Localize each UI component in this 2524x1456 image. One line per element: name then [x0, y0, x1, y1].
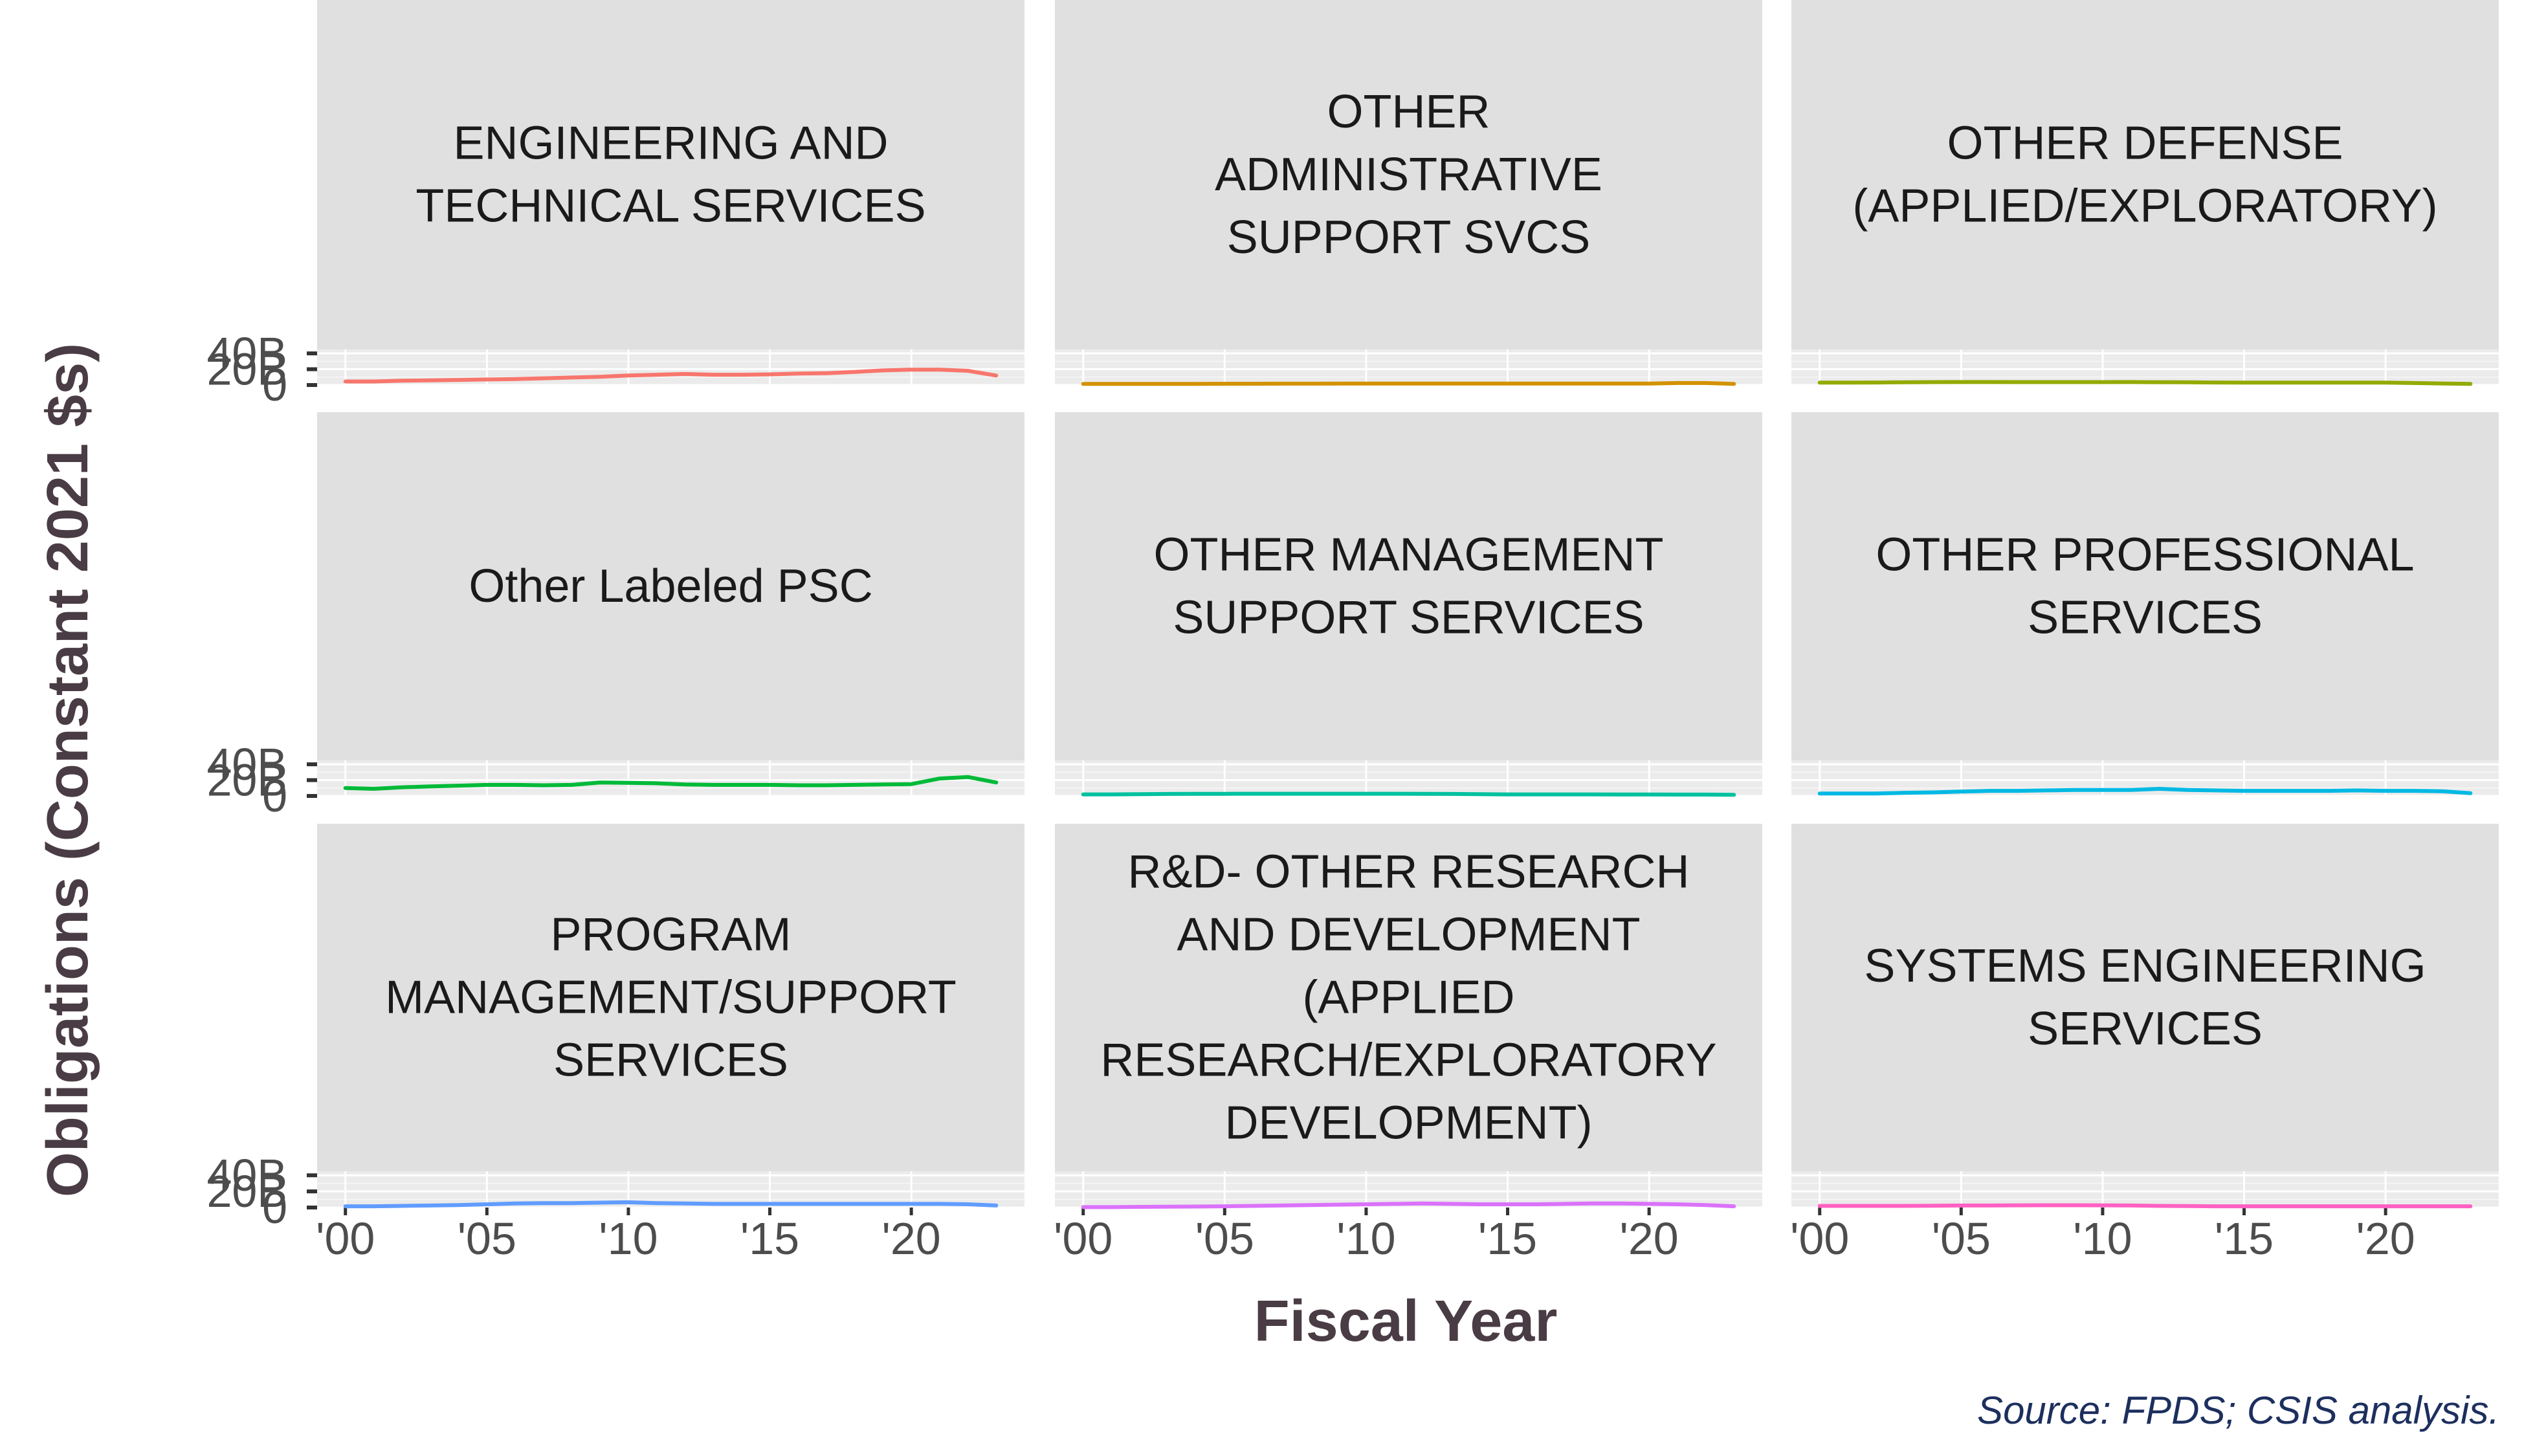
strip-title-line: SYSTEMS ENGINEERING [1864, 940, 2426, 992]
y-axis-title: Obligations (Constant 2021 $s) [36, 343, 100, 1197]
x-tick-label: '15 [740, 1213, 799, 1264]
facet-panel: R&D- OTHER RESEARCH AND DEVELOPMENT (APPLI… [1054, 824, 1762, 1264]
y-tick-label: 20B [206, 344, 287, 395]
source-caption: Source: FPDS; CSIS analysis. [1977, 1389, 2499, 1432]
x-tick-label: '05 [1195, 1213, 1254, 1264]
x-tick-label: '20 [2356, 1213, 2415, 1264]
x-tick-label: '00 [1790, 1213, 1849, 1264]
strip-title-line: ENGINEERING AND [453, 118, 888, 170]
x-axis-title: Fiscal Year [1254, 1289, 1558, 1354]
x-tick-label: '00 [316, 1213, 375, 1264]
series-line [1081, 381, 1736, 386]
facet-panel: PROGRAM MANAGEMENT/SUPPORT SERVICES 020B40B… [206, 824, 1024, 1264]
series-line [343, 1200, 999, 1209]
strip-title-line: (APPLIED/EXPLORATORY) [1852, 181, 2437, 232]
strip-title-line: SERVICES [2028, 592, 2263, 644]
plot-area [317, 760, 1024, 796]
x-tick-label: '05 [458, 1213, 516, 1264]
plot-area [1055, 349, 1762, 385]
x-tick-label: '10 [2073, 1213, 2132, 1264]
strip-title-line: DEVELOPMENT) [1224, 1098, 1592, 1149]
facet-panel: OTHER PROFESSIONAL SERVICES [1791, 412, 2499, 797]
strip-title-line: SERVICES [2028, 1003, 2263, 1055]
strip-title-line: OTHER DEFENSE [1947, 118, 2343, 170]
strip-title-line: Other Labeled PSC [469, 560, 872, 612]
strip-title-line: OTHER MANAGEMENT [1153, 529, 1663, 581]
strip-background [1791, 0, 2499, 349]
plot-area [1055, 760, 1762, 796]
strip-background [317, 824, 1024, 1171]
strip-title-line: MANAGEMENT/SUPPORT [385, 972, 957, 1024]
y-tick-label: 40B [206, 1150, 287, 1200]
y-tick-label: 20B [206, 1166, 287, 1217]
facet-panel: OTHER DEFENSE (APPLIED/EXPLORATORY) [1791, 0, 2499, 386]
strip-title-line: SERVICES [553, 1035, 788, 1086]
strip-title-line: R&D- OTHER RESEARCH [1127, 846, 1689, 898]
series-line [343, 368, 999, 384]
strip-background [1055, 824, 1762, 1171]
strip-background [1791, 412, 2499, 760]
series-line [343, 775, 999, 791]
strip-title-line: ADMINISTRATIVE [1215, 149, 1602, 201]
plot-area [1791, 349, 2499, 385]
strip-background [317, 412, 1024, 760]
strip-background [1055, 0, 1762, 349]
series-line [1817, 1203, 2473, 1209]
series-line [1081, 1201, 1736, 1209]
facet-panel: SYSTEMS ENGINEERING SERVICES '00 '05 '10 '15 '… [1790, 824, 2499, 1264]
y-tick-label: 40B [206, 739, 287, 789]
plot-area [1791, 1171, 2499, 1208]
x-tick-label: '15 [2215, 1213, 2274, 1264]
x-tick-label: '20 [882, 1213, 941, 1264]
strip-title-line: SUPPORT SERVICES [1173, 592, 1644, 644]
y-tick-label: 0 [262, 360, 287, 410]
series-line [1081, 791, 1736, 797]
x-tick-label: '15 [1478, 1213, 1537, 1264]
strip-title-line: SUPPORT SVCS [1227, 212, 1591, 263]
strip-title-line: AND DEVELOPMENT [1177, 909, 1640, 961]
strip-title-line: OTHER [1327, 86, 1490, 138]
strip-background [1791, 824, 2499, 1171]
facet-panel: OTHER MANAGEMENT SUPPORT SERVICES [1055, 412, 1762, 797]
y-tick-label: 0 [262, 771, 287, 821]
strip-title-line: RESEARCH/EXPLORATORY [1100, 1035, 1716, 1086]
series-line [1817, 787, 2473, 796]
facet-panel: OTHER ADMINISTRATIVE SUPPORT SVCS [1055, 0, 1762, 386]
x-tick-label: '10 [1336, 1213, 1395, 1264]
y-tick-label: 20B [206, 755, 287, 806]
strip-background [317, 0, 1024, 349]
series-line [1817, 380, 2473, 386]
x-tick-label: '10 [599, 1213, 658, 1264]
x-tick-label: '20 [1620, 1213, 1679, 1264]
plot-area [1055, 1171, 1762, 1208]
strip-title-line: OTHER PROFESSIONAL [1876, 529, 2414, 581]
x-tick-label: '00 [1054, 1213, 1113, 1264]
y-tick-label: 40B [206, 328, 287, 379]
strip-background [1055, 412, 1762, 760]
y-tick-label: 0 [262, 1182, 287, 1233]
x-tick-label: '05 [1932, 1213, 1991, 1264]
strip-title-line: TECHNICAL SERVICES [415, 181, 925, 232]
strip-title-line: PROGRAM [550, 909, 791, 961]
strip-title-line: (APPLIED [1302, 972, 1514, 1024]
